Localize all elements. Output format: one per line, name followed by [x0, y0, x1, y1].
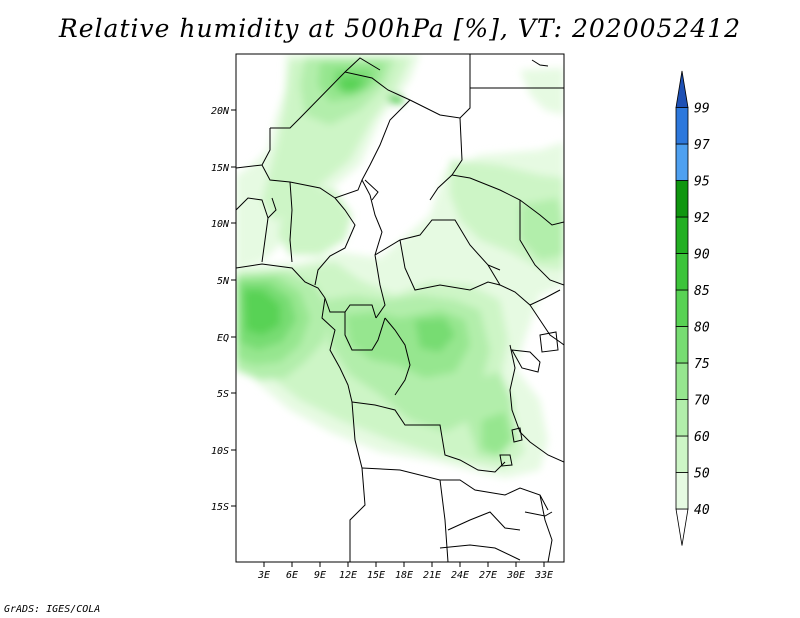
colorbar: 40 50 60 70 75 80 85 90 92 95 97 99 [675, 70, 710, 546]
map-frame [235, 53, 565, 563]
lat-label: EQ [217, 333, 229, 344]
lon-label: 27E [479, 570, 497, 581]
lon-label: 33E [534, 570, 553, 581]
lon-label: 3E [257, 570, 270, 581]
colorbar-segment [675, 326, 689, 364]
colorbar-level-label: 40 [694, 503, 710, 518]
colorbar-level-label: 92 [694, 211, 710, 226]
colorbar-segment [675, 399, 689, 437]
colorbar-level-label: 80 [694, 321, 710, 336]
lat-label: 10N [211, 219, 230, 230]
humidity-field [236, 54, 564, 478]
colorbar-level-label: 85 [694, 284, 710, 299]
lat-label: 5S [217, 389, 229, 400]
lat-label: 20N [211, 106, 230, 117]
colorbar-segment [675, 216, 689, 254]
colorbar-level-label: 50 [694, 467, 710, 482]
lat-label: 15S [211, 502, 229, 513]
lat-label: 5N [217, 276, 230, 287]
colorbar-level-label: 75 [694, 357, 710, 372]
lat-label: 15N [211, 163, 230, 174]
latitude-axis: 20N 15N 10N 5N EQ 5S 10S 15S [211, 106, 236, 513]
colorbar-lower-triangle [675, 508, 689, 546]
colorbar-segment [675, 289, 689, 327]
lon-label: 21E [423, 570, 441, 581]
colorbar-segment [675, 472, 689, 510]
colorbar-segment [675, 253, 689, 291]
map-title: Relative humidity at 500hPa [%], VT: 202… [58, 14, 742, 43]
colorbar-segment [675, 362, 689, 400]
longitude-axis: 3E 6E 9E 12E 15E 18E 21E 24E 27E 30E 33E [257, 562, 553, 581]
country-borders [236, 54, 564, 562]
lon-label: 15E [367, 570, 385, 581]
colorbar-segment [675, 143, 689, 181]
lon-label: 18E [395, 570, 413, 581]
lat-label: 10S [211, 446, 229, 457]
colorbar-level-label: 90 [694, 248, 710, 263]
lon-label: 30E [506, 570, 525, 581]
colorbar-level-label: 99 [694, 102, 710, 117]
colorbar-upper-triangle [675, 70, 689, 108]
colorbar-level-label: 60 [694, 430, 710, 445]
lon-label: 12E [339, 570, 357, 581]
colorbar-level-label: 70 [694, 394, 710, 409]
lon-label: 6E [286, 570, 298, 581]
colorbar-segment [675, 107, 689, 145]
colorbar-level-label: 95 [694, 175, 710, 190]
lon-label: 24E [451, 570, 469, 581]
lon-label: 9E [314, 570, 326, 581]
colorbar-segment [675, 435, 689, 473]
colorbar-segment [675, 180, 689, 218]
colorbar-level-label: 97 [694, 138, 710, 153]
grads-credit: GrADS: IGES/COLA [4, 604, 101, 615]
